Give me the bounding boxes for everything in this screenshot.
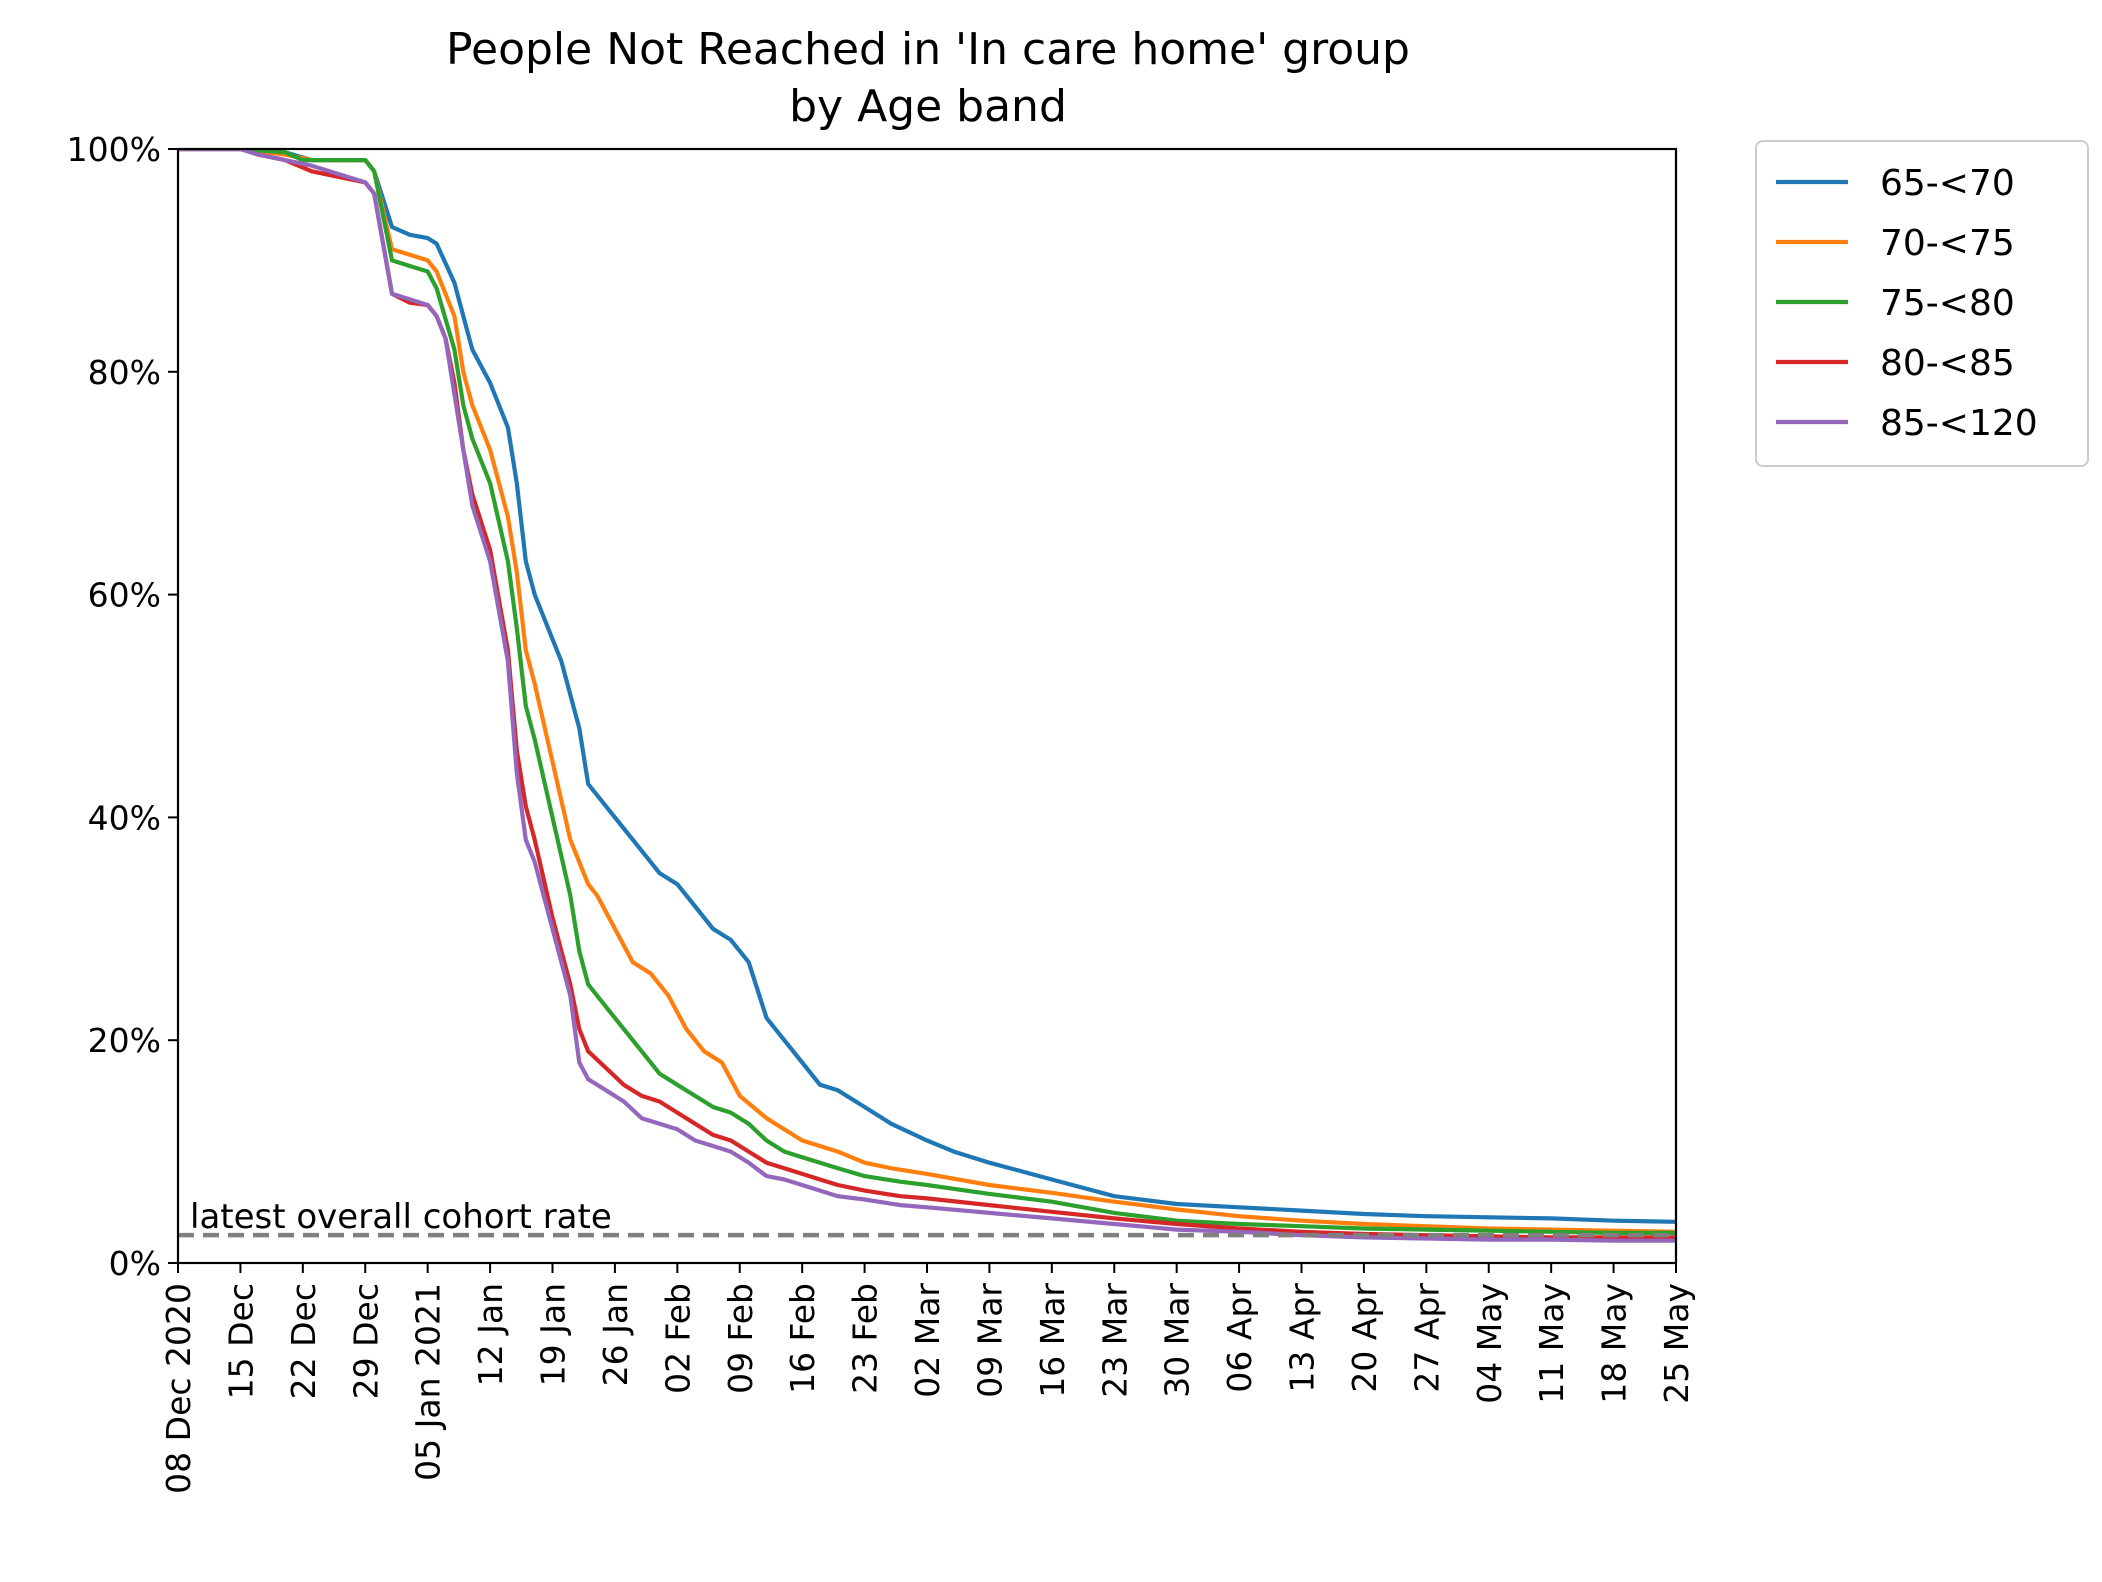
x-tick-label: 06 Apr bbox=[1220, 1283, 1259, 1393]
y-tick-label: 60% bbox=[88, 576, 161, 615]
x-tick-label: 20 Apr bbox=[1345, 1283, 1384, 1393]
x-tick-label: 25 May bbox=[1657, 1283, 1696, 1404]
legend-label-2: 75-<80 bbox=[1880, 283, 2015, 324]
x-tick-label: 23 Feb bbox=[846, 1283, 885, 1394]
y-tick-label: 100% bbox=[67, 130, 161, 169]
series-line-3 bbox=[178, 149, 1676, 1240]
x-tick-label: 04 May bbox=[1470, 1283, 1509, 1404]
series-line-1 bbox=[178, 149, 1676, 1234]
x-tick-label: 09 Feb bbox=[721, 1283, 760, 1394]
x-tick-label: 23 Mar bbox=[1095, 1283, 1134, 1398]
x-tick-label: 02 Mar bbox=[908, 1283, 947, 1398]
x-tick-label: 16 Mar bbox=[1033, 1283, 1072, 1398]
x-tick-label: 19 Jan bbox=[534, 1283, 573, 1386]
x-tick-label: 08 Dec 2020 bbox=[159, 1283, 198, 1494]
chart-title-line-2: by Age band bbox=[789, 81, 1067, 132]
x-tick-label: 09 Mar bbox=[970, 1283, 1009, 1398]
chart-title-line-1: People Not Reached in 'In care home' gro… bbox=[446, 24, 1410, 75]
x-tick-label: 29 Dec bbox=[346, 1283, 385, 1399]
x-tick-label: 15 Dec bbox=[221, 1283, 260, 1399]
series-line-2 bbox=[178, 149, 1676, 1236]
x-tick-label: 22 Dec bbox=[284, 1283, 323, 1399]
x-tick-label: 27 Apr bbox=[1407, 1283, 1446, 1393]
plot-frame bbox=[176, 147, 1678, 1265]
series-line-0 bbox=[178, 149, 1676, 1224]
y-tick-label: 80% bbox=[88, 353, 161, 392]
x-tick-label: 18 May bbox=[1595, 1283, 1634, 1404]
x-tick-label: 13 Apr bbox=[1283, 1283, 1322, 1393]
x-tick-label: 02 Feb bbox=[658, 1283, 697, 1394]
legend-box bbox=[1755, 140, 2089, 467]
legend-label-1: 70-<75 bbox=[1880, 223, 2015, 264]
x-tick-label: 05 Jan 2021 bbox=[409, 1283, 448, 1481]
axes: 0% 20% 40% 60% 80% 100% 08 Dec 2020 15 Dec 22 De… bbox=[67, 130, 1696, 1494]
y-tick-label: 20% bbox=[88, 1021, 161, 1060]
x-tick-label: 30 Mar bbox=[1158, 1283, 1197, 1398]
legend: 65-<70 70-<75 75-<80 80-<85 85-<120 bbox=[1755, 140, 2089, 467]
legend-label-3: 80-<85 bbox=[1880, 343, 2015, 384]
y-tick-label: 40% bbox=[88, 798, 161, 837]
y-tick-label: 0% bbox=[109, 1244, 161, 1283]
x-tick-label: 16 Feb bbox=[783, 1283, 822, 1394]
x-tick-label: 26 Jan bbox=[596, 1283, 635, 1386]
reference-line-label: latest overall cohort rate bbox=[190, 1197, 612, 1237]
series-line-4 bbox=[178, 149, 1676, 1243]
legend-label-0: 65-<70 bbox=[1880, 163, 2015, 204]
legend-label-4: 85-<120 bbox=[1880, 403, 2038, 444]
x-tick-label: 11 May bbox=[1532, 1283, 1571, 1404]
x-tick-label: 12 Jan bbox=[471, 1283, 510, 1386]
plot-area: latest overall cohort rate bbox=[178, 149, 1676, 1243]
